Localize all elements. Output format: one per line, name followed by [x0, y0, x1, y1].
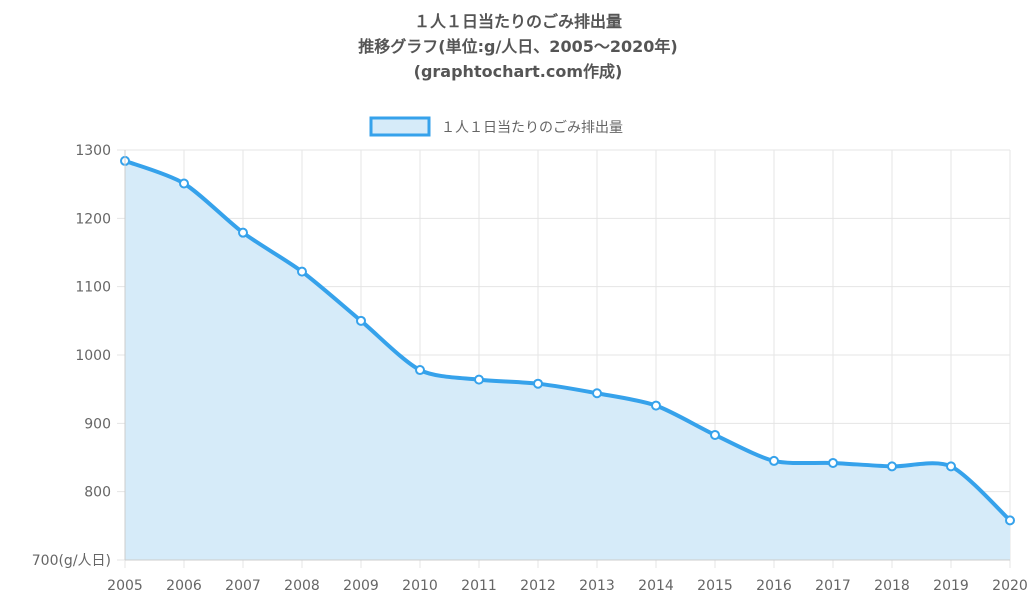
chart-title-line-1: １人１日当たりのごみ排出量	[414, 12, 622, 31]
data-point[interactable]	[592, 388, 602, 399]
x-tick-label: 2016	[756, 578, 792, 594]
x-tick-label: 2008	[284, 578, 320, 594]
data-point[interactable]	[474, 374, 484, 385]
x-tick-label: 2006	[166, 578, 202, 594]
x-tick-label: 2009	[343, 578, 379, 594]
chart-title: １人１日当たりのごみ排出量 推移グラフ(単位:g/人日、2005〜2020年) …	[358, 12, 677, 81]
legend-swatch[interactable]	[369, 116, 431, 137]
data-point[interactable]	[651, 400, 661, 411]
legend-label[interactable]: １人１日当たりのごみ排出量	[441, 120, 623, 136]
y-tick-label: 1200	[75, 211, 111, 227]
data-point[interactable]	[1005, 515, 1015, 526]
chart-title-line-3: (graphtochart.com作成)	[414, 62, 623, 81]
data-point[interactable]	[769, 455, 779, 466]
data-point[interactable]	[946, 461, 956, 472]
series-area-fill	[125, 160, 1010, 560]
data-points	[120, 155, 1015, 526]
y-tick-label: 700(g/人日)	[32, 553, 111, 569]
data-point[interactable]	[238, 227, 248, 238]
y-tick-label: 1100	[75, 280, 111, 296]
y-tick-label: 1300	[75, 143, 111, 159]
y-axis: 1300 1200 1100 1000 900 800 700(g/人日)	[32, 143, 126, 569]
x-tick-label: 2019	[933, 578, 969, 594]
x-tick-label: 2017	[815, 578, 851, 594]
x-tick-label: 2011	[461, 578, 497, 594]
x-tick-label: 2005	[107, 578, 143, 594]
legend[interactable]: １人１日当たりのごみ排出量	[369, 116, 623, 137]
data-point[interactable]	[356, 315, 366, 326]
x-tick-label: 2010	[402, 578, 438, 594]
data-point[interactable]	[828, 457, 838, 468]
data-point[interactable]	[179, 178, 189, 189]
data-point[interactable]	[415, 365, 425, 376]
data-point[interactable]	[887, 461, 897, 472]
y-tick-label: 900	[84, 416, 111, 432]
x-tick-label: 2007	[225, 578, 261, 594]
data-point[interactable]	[297, 266, 307, 277]
chart-title-line-2: 推移グラフ(単位:g/人日、2005〜2020年)	[358, 37, 677, 56]
x-tick-label: 2020	[992, 578, 1028, 594]
x-tick-label: 2013	[579, 578, 615, 594]
x-tick-label: 2018	[874, 578, 910, 594]
x-axis: 2005 2006 2007 2008 2009 2010 2011 2012 2013 2014…	[107, 559, 1028, 594]
series-line	[124, 159, 1012, 522]
y-tick-label: 1000	[75, 348, 111, 364]
y-tick-label: 800	[84, 485, 111, 501]
series-area	[124, 159, 1012, 560]
x-tick-label: 2014	[638, 578, 674, 594]
data-point[interactable]	[710, 429, 720, 440]
x-tick-label: 2012	[520, 578, 556, 594]
data-point[interactable]	[533, 378, 543, 389]
x-tick-label: 2015	[697, 578, 733, 594]
